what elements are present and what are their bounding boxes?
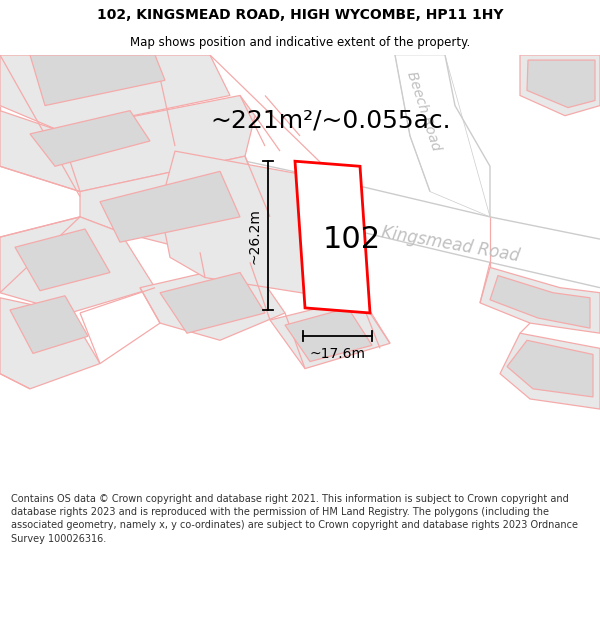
Text: Kingsmead Road: Kingsmead Road [380, 223, 520, 265]
Polygon shape [15, 229, 110, 291]
Polygon shape [285, 308, 372, 361]
Polygon shape [480, 268, 600, 333]
Text: ~221m²/~0.055ac.: ~221m²/~0.055ac. [210, 109, 451, 132]
Polygon shape [0, 96, 255, 192]
Text: Map shows position and indicative extent of the property.: Map shows position and indicative extent… [130, 36, 470, 49]
Polygon shape [100, 171, 240, 242]
Polygon shape [80, 156, 270, 252]
Text: 102: 102 [323, 224, 381, 254]
Polygon shape [270, 298, 390, 369]
Polygon shape [395, 55, 490, 217]
Text: Beech Road: Beech Road [404, 69, 443, 152]
Polygon shape [160, 272, 265, 333]
Text: Contains OS data © Crown copyright and database right 2021. This information is : Contains OS data © Crown copyright and d… [11, 494, 578, 544]
Text: ~26.2m: ~26.2m [247, 208, 261, 264]
Polygon shape [0, 298, 100, 389]
Polygon shape [500, 333, 600, 409]
Polygon shape [30, 111, 150, 166]
Text: 102, KINGSMEAD ROAD, HIGH WYCOMBE, HP11 1HY: 102, KINGSMEAD ROAD, HIGH WYCOMBE, HP11 … [97, 8, 503, 22]
Polygon shape [527, 60, 595, 108]
Polygon shape [520, 55, 600, 116]
Polygon shape [507, 340, 593, 397]
Polygon shape [295, 161, 370, 313]
Text: ~17.6m: ~17.6m [310, 348, 365, 361]
Polygon shape [10, 296, 88, 353]
Polygon shape [490, 276, 590, 328]
Polygon shape [0, 217, 155, 313]
Polygon shape [30, 55, 165, 106]
Polygon shape [140, 262, 285, 340]
Polygon shape [0, 55, 230, 131]
Polygon shape [160, 151, 365, 303]
